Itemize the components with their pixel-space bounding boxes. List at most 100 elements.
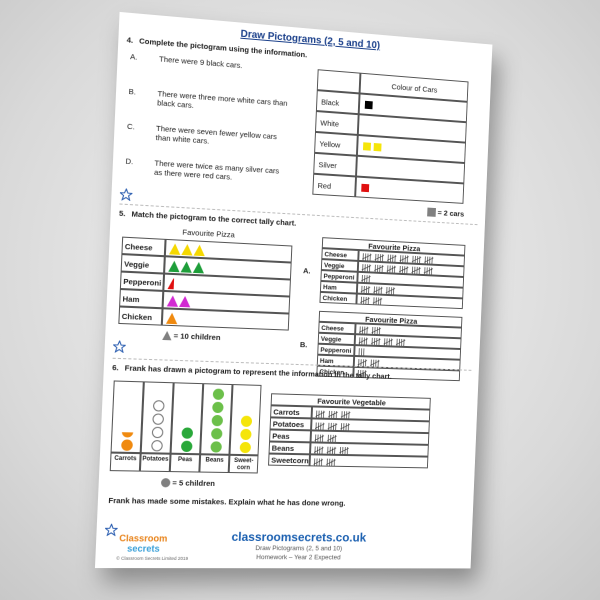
icon-clip [364, 100, 373, 110]
icon-clip [212, 401, 224, 414]
row-label: Potatoes [269, 417, 312, 431]
icon-clip [212, 388, 225, 400]
icon [239, 441, 252, 454]
statement-text: There were twice as many silver cars as … [153, 158, 280, 182]
icon [212, 401, 224, 414]
icon-clip [160, 478, 171, 488]
row-label: Silver [313, 152, 357, 177]
icon [194, 244, 206, 256]
icon [193, 262, 205, 274]
row-label: Yellow [314, 131, 358, 156]
icon [364, 100, 373, 110]
icon-clip [121, 431, 134, 438]
icon-column [229, 384, 262, 456]
icon-clip [181, 427, 194, 439]
icon-clip [210, 441, 222, 453]
icon [361, 183, 370, 193]
key-label: = 5 children [172, 478, 216, 489]
statement-letter: B. [128, 86, 137, 97]
icon [373, 143, 382, 152]
icon [121, 431, 134, 438]
statement-letter: D. [125, 156, 134, 167]
question: Frank has made some mistakes. Explain wh… [108, 495, 346, 508]
star [120, 188, 133, 201]
icon-clip [151, 440, 163, 452]
icon [152, 413, 165, 425]
icon [210, 428, 223, 440]
row-label: Peas [269, 429, 312, 443]
icon [211, 414, 224, 427]
column-label: Peas [169, 453, 201, 473]
q-number: 5. [118, 208, 126, 219]
icon [169, 243, 181, 255]
site: classroomsecrets.co.uk [231, 529, 367, 545]
icon [152, 400, 165, 412]
icon-clip [169, 243, 181, 255]
icon [362, 142, 371, 151]
column-label: Beans [199, 454, 230, 474]
row-label: Veggie [120, 254, 165, 274]
row-label: Red [312, 173, 357, 198]
column-label: Potatoes [139, 453, 171, 473]
option-letter: A. [302, 266, 311, 276]
icon [212, 388, 225, 400]
icon-clip [121, 439, 133, 451]
tally-marks [360, 296, 465, 309]
column-label: Carrots [109, 452, 141, 472]
row-label: Chicken [319, 291, 357, 305]
row-label: Beans [268, 441, 311, 455]
icon [181, 261, 193, 273]
icon [160, 478, 171, 488]
icon [210, 441, 222, 453]
row-label: Cheese [121, 236, 166, 257]
icon [166, 313, 178, 325]
tally-cell [309, 454, 429, 469]
statement-text: There were 9 black cars. [158, 54, 243, 71]
icon [180, 440, 193, 453]
row-label: White [315, 111, 359, 135]
brand: secrets [126, 543, 160, 554]
statement-text: There were three more white cars than bl… [156, 88, 288, 111]
icon-clip [168, 260, 180, 272]
icon-clip [194, 244, 206, 256]
icon [168, 260, 180, 272]
icon-clip [162, 331, 172, 341]
icon-clip [193, 262, 205, 274]
star-icon [113, 339, 126, 352]
icon-column [110, 380, 144, 454]
icon-clip [152, 413, 165, 425]
icon [427, 207, 436, 217]
icon-clip [361, 183, 370, 193]
icon-clip [166, 313, 178, 325]
key-label: = 2 cars [437, 208, 465, 219]
icon [179, 296, 191, 308]
statement-letter: A. [129, 51, 138, 62]
option-letter: B. [299, 340, 308, 350]
icon-clip [181, 261, 193, 273]
level: Homework – Year 2 Expected [256, 554, 341, 562]
q-number: 6. [111, 362, 119, 373]
row-label: Carrots [270, 405, 313, 419]
icon [167, 295, 179, 307]
worksheet: Draw Pictograms (2, 5 and 10) 4. Complete … [94, 11, 493, 569]
row-label: Sweetcorn [268, 453, 311, 467]
icon-column [140, 381, 174, 454]
icon [151, 440, 163, 452]
icon-clip [181, 244, 193, 256]
icon-clip [239, 441, 252, 454]
star-icon [120, 187, 133, 200]
icon-clip [180, 440, 193, 453]
tally-marks [313, 457, 419, 468]
icon-clip [179, 296, 191, 308]
copyright: © Classroom Secrets Limited 2019 [116, 555, 189, 562]
star-icon [105, 523, 118, 535]
statement-letter: C. [126, 121, 136, 132]
row-label: Chicken [118, 306, 163, 326]
icon-clip [168, 278, 174, 289]
row-label: Ham [119, 288, 164, 309]
icon [162, 331, 172, 341]
row-label: Pepperoni [119, 271, 165, 291]
icon-clip [151, 426, 164, 439]
icon-column [170, 382, 204, 455]
statement-text: There were seven fewer yellow cars than … [155, 123, 278, 146]
